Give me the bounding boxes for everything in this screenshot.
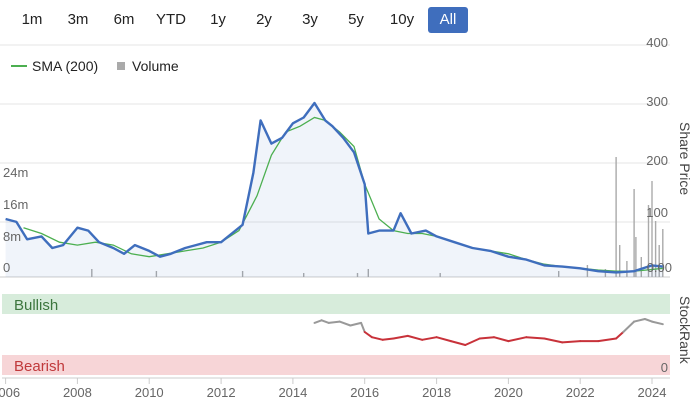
volume-tick-8m: 8m xyxy=(3,229,21,244)
share-price-line xyxy=(5,101,663,274)
x-tick-2006: 2006 xyxy=(0,385,20,400)
stockrank-segment xyxy=(449,340,467,346)
stockrank-segment xyxy=(392,334,409,340)
stockrank-panel: Bullish Bearish 0 StockRank xyxy=(2,294,693,375)
bullish-zone xyxy=(2,294,670,314)
volume-bar xyxy=(640,257,642,277)
legend: SMA (200) Volume xyxy=(11,58,179,74)
x-tick-2010: 2010 xyxy=(135,385,164,400)
stockrank-segment xyxy=(370,336,384,341)
volume-bar xyxy=(586,265,589,277)
volume-bar xyxy=(558,271,560,277)
stockrank-segment xyxy=(464,337,481,346)
stockrank-segment xyxy=(406,334,424,341)
volume-bar xyxy=(356,273,359,277)
range-button-1m[interactable]: 1m xyxy=(21,11,43,28)
stockrank-segment xyxy=(525,336,546,340)
stockrank-segment xyxy=(651,320,664,326)
volume-bar xyxy=(91,269,93,277)
volume-bar xyxy=(241,271,244,277)
price-tick-200: 200 xyxy=(646,153,668,168)
stockrank-segment xyxy=(643,318,653,323)
stockrank-segment xyxy=(597,337,618,343)
stockrank-segment xyxy=(363,331,373,339)
volume-tick-16m: 16m xyxy=(3,197,28,212)
volume-bar xyxy=(615,157,617,277)
stockrank-segment xyxy=(381,337,395,341)
x-tick-2016: 2016 xyxy=(350,385,379,400)
x-tick-2014: 2014 xyxy=(278,385,307,400)
volume-bar xyxy=(635,237,637,277)
range-button-6m[interactable]: 6m xyxy=(113,11,135,28)
x-tick-2020: 2020 xyxy=(494,385,523,400)
range-button-2y[interactable]: 2y xyxy=(256,11,272,28)
price-area xyxy=(5,103,663,277)
range-button-3m[interactable]: 3m xyxy=(67,11,89,28)
volume-bar xyxy=(654,221,657,277)
stockrank-segment xyxy=(543,337,564,344)
volume-bar xyxy=(658,245,660,277)
stockrank-segment xyxy=(478,336,495,340)
x-tick-2022: 2022 xyxy=(566,385,595,400)
price-axis: 400 300 200 100 0.00 Share Price xyxy=(646,35,693,275)
stockrank-segment xyxy=(320,319,330,324)
volume-bar xyxy=(155,271,158,277)
price-axis-title: Share Price xyxy=(677,122,693,195)
range-button-10y[interactable]: 10y xyxy=(389,11,415,28)
x-axis: 2006 2008 2010 2012 2014 2016 2018 2020 2022 2024 xyxy=(0,378,666,400)
stockrank-segment xyxy=(435,336,452,343)
volume-tick-0: 0 xyxy=(3,260,10,275)
volume-bar xyxy=(619,245,621,277)
range-button-ytd[interactable]: YTD xyxy=(156,11,186,28)
stockrank-segment xyxy=(349,321,363,327)
stockrank-segment xyxy=(561,340,582,344)
volume-bars xyxy=(91,157,664,277)
price-tick-0: 0.00 xyxy=(647,260,672,275)
legend-volume-swatch xyxy=(117,62,125,70)
legend-volume-label[interactable]: Volume xyxy=(132,58,179,74)
stockrank-segment xyxy=(421,336,438,341)
volume-tick-24m: 24m xyxy=(3,165,28,180)
x-tick-2008: 2008 xyxy=(63,385,92,400)
bearish-zone xyxy=(2,355,670,375)
bearish-label: Bearish xyxy=(14,358,65,375)
range-button-all[interactable]: All xyxy=(428,7,468,33)
stockrank-segment xyxy=(633,318,646,323)
x-tick-2018: 2018 xyxy=(422,385,451,400)
legend-sma-label[interactable]: SMA (200) xyxy=(32,58,98,74)
volume-bar xyxy=(647,205,650,277)
volume-bar xyxy=(439,273,441,277)
volume-bar xyxy=(626,261,628,277)
price-tick-400: 400 xyxy=(646,35,668,50)
rank-axis-title: StockRank xyxy=(677,296,693,365)
rank-tick-0: 0 xyxy=(661,360,668,375)
x-tick-2024: 2024 xyxy=(638,385,667,400)
stockrank-segment xyxy=(327,320,341,324)
stockrank-segment xyxy=(338,320,352,327)
price-tick-100: 100 xyxy=(646,205,668,220)
range-button-1y[interactable]: 1y xyxy=(210,11,226,28)
bullish-label: Bullish xyxy=(14,297,58,314)
volume-bar xyxy=(367,269,369,277)
stockrank-segment xyxy=(622,320,636,333)
price-tick-300: 300 xyxy=(646,94,668,109)
stockrank-segment xyxy=(313,319,323,324)
stockrank-segment xyxy=(507,336,528,343)
volume-bar xyxy=(303,273,305,277)
volume-bar xyxy=(651,181,653,277)
stockrank-segment xyxy=(360,321,366,333)
x-tick-2012: 2012 xyxy=(207,385,236,400)
range-button-5y[interactable]: 5y xyxy=(348,11,364,28)
volume-bar xyxy=(633,189,635,277)
stockrank-line xyxy=(313,318,664,346)
stockrank-segment xyxy=(615,331,625,340)
range-button-3y[interactable]: 3y xyxy=(302,11,318,28)
volume-axis: 24m 16m 8m 0 xyxy=(3,165,28,275)
stockrank-segment xyxy=(493,336,510,343)
volume-bar xyxy=(604,269,607,277)
volume-bar xyxy=(662,229,664,277)
